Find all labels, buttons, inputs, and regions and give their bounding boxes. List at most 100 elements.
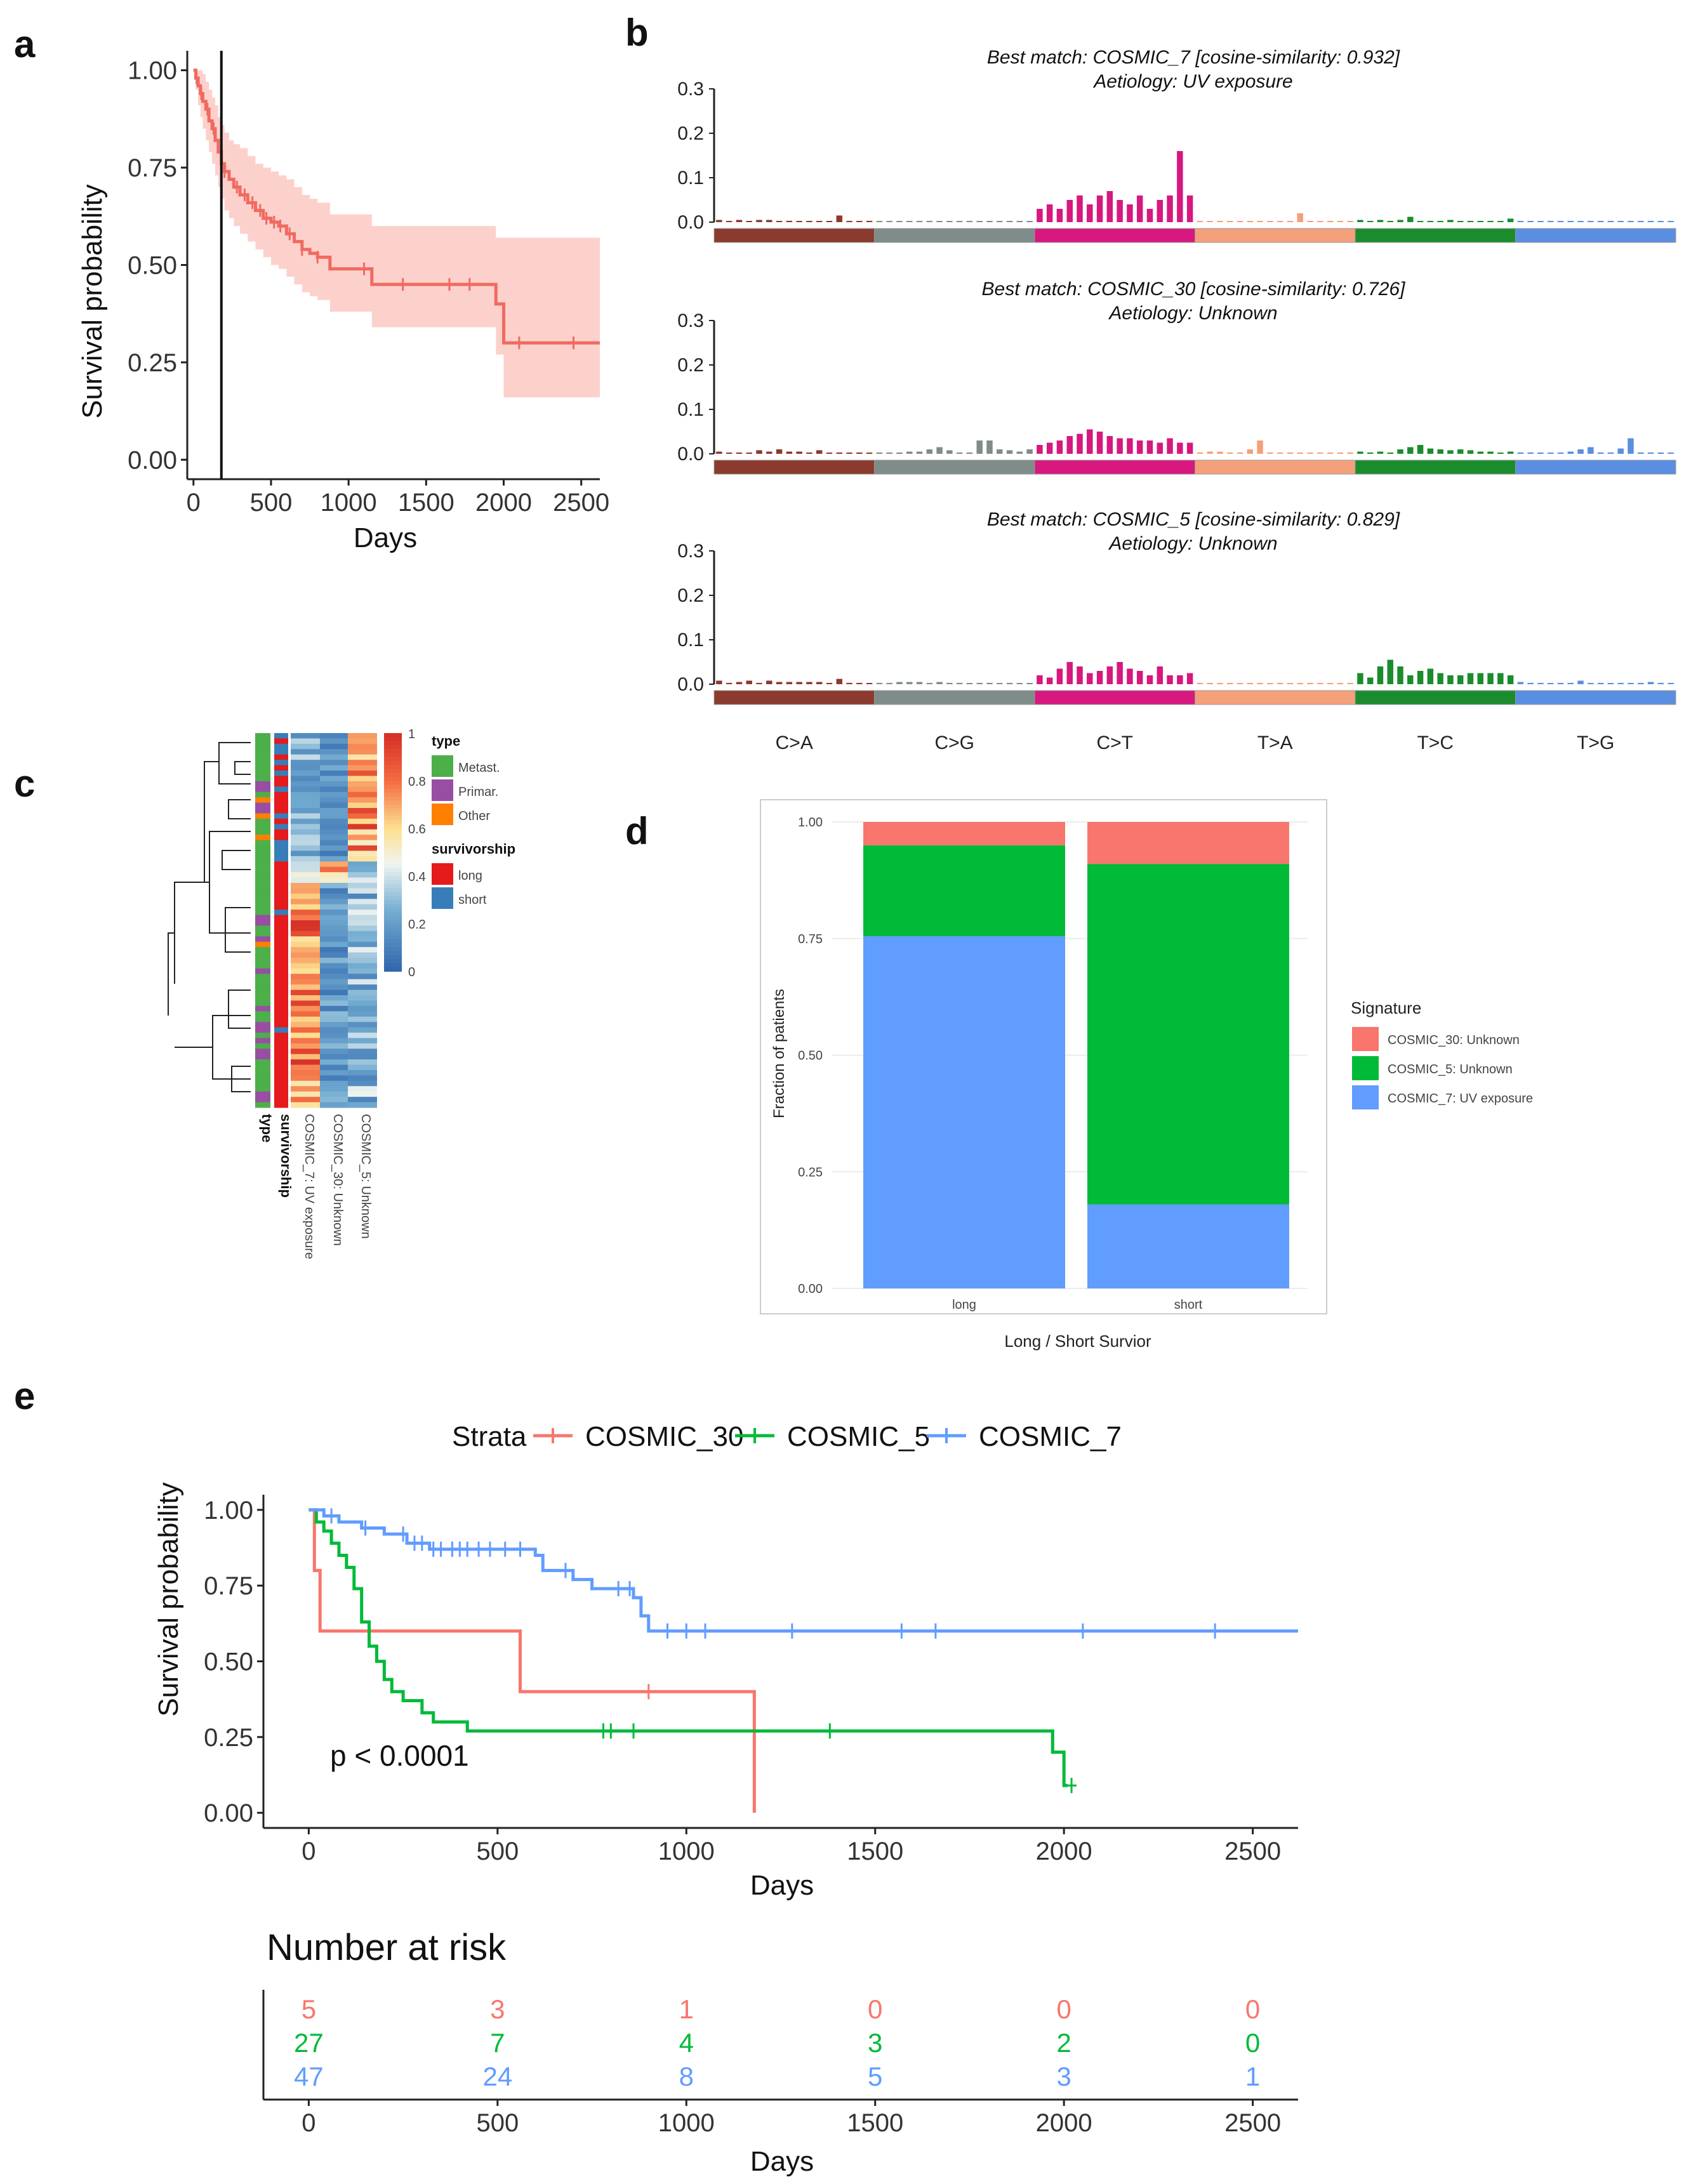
- survivorship-cell: [274, 958, 288, 963]
- survivorship-cell: [274, 893, 288, 899]
- risk-table-cell: 5: [868, 2062, 882, 2091]
- signature-bar: [1497, 673, 1504, 684]
- heatmap-cell: [348, 920, 377, 926]
- survivorship-cell: [274, 963, 288, 969]
- signature-title: Best match: COSMIC_5 [cosine-similarity:…: [987, 509, 1400, 530]
- heatmap-cell: [320, 813, 348, 819]
- signature-bar: [1387, 453, 1393, 454]
- heatmap-cell: [348, 989, 377, 996]
- signature-bar: [1617, 221, 1624, 222]
- risk-table-cell: 1: [1245, 2062, 1260, 2091]
- category-strip: [874, 690, 1035, 705]
- signature-bar: [1167, 675, 1173, 684]
- signature-bar: [716, 451, 722, 454]
- signature-bar: [1087, 429, 1093, 454]
- heatmap-cell: [320, 883, 348, 889]
- heatmap-cell: [348, 995, 377, 1001]
- risk-table-cell: 4: [679, 2028, 694, 2058]
- heatmap-cell: [348, 765, 377, 771]
- signature-bar: [1006, 450, 1013, 454]
- panel-label-c: c: [14, 762, 35, 805]
- signature-bar: [1577, 449, 1584, 454]
- heatmap-cell: [291, 925, 320, 932]
- censor-mark: [515, 1541, 526, 1557]
- stacked-bar-segment: [863, 845, 1065, 937]
- heatmap-cell: [348, 1054, 377, 1060]
- signature-bar: [886, 221, 892, 222]
- heatmap-cell: [291, 1038, 320, 1044]
- stacked-bar-segment: [1087, 864, 1289, 1205]
- signature-bar: [1367, 452, 1374, 454]
- heatmap-cell: [320, 1059, 348, 1066]
- signature-bar: [1497, 453, 1504, 454]
- survivorship-cell: [274, 1043, 288, 1049]
- signature-bar: [1517, 682, 1524, 684]
- signature-bar: [976, 440, 983, 454]
- heatmap-cell: [291, 802, 320, 809]
- colorbar-step: [384, 816, 402, 821]
- signature-bar: [1628, 682, 1634, 684]
- heatmap-cell: [320, 872, 348, 878]
- type-cell: [255, 1102, 270, 1108]
- signature-bar: [786, 451, 793, 454]
- heatmap-cell: [291, 979, 320, 985]
- category-strip: [713, 690, 875, 705]
- heatmap-cell: [320, 738, 348, 745]
- legend-swatch: [1352, 1027, 1379, 1051]
- signature-bar: [1297, 213, 1303, 222]
- signature-bar: [1557, 221, 1564, 222]
- x-tick-label: 0: [302, 1837, 315, 1865]
- type-cell: [255, 797, 270, 804]
- x-tick-label: 1000: [658, 1837, 715, 1865]
- survivorship-cell: [274, 952, 288, 958]
- heatmap-cell: [348, 1102, 377, 1108]
- type-cell: [255, 1059, 270, 1066]
- censor-mark: [1210, 1623, 1221, 1639]
- signature-bar: [756, 450, 762, 454]
- survivorship-cell: [274, 974, 288, 980]
- survivorship-cell: [274, 910, 288, 916]
- signature-bar: [1207, 221, 1213, 222]
- heatmap-cell: [291, 771, 320, 776]
- censor-mark: [625, 1580, 635, 1596]
- heatmap-cell: [291, 840, 320, 846]
- signature-bar: [736, 452, 743, 454]
- signature-bar: [1096, 432, 1103, 454]
- heatmap-cell: [348, 936, 377, 943]
- heatmap-cell: [348, 797, 377, 804]
- heatmap-cell: [348, 952, 377, 958]
- signature-bar: [1096, 195, 1103, 222]
- heatmap-cell: [320, 1033, 348, 1038]
- heatmap-cell: [348, 958, 377, 963]
- signature-bar: [1136, 195, 1143, 222]
- signature-bar: [1117, 662, 1123, 684]
- signature-bar: [1537, 682, 1544, 684]
- heatmap-cell: [291, 1027, 320, 1033]
- dendrogram: [168, 742, 251, 1092]
- signature-bar: [1066, 436, 1073, 454]
- heatmap-cell: [291, 915, 320, 921]
- colorbar-step: [384, 753, 402, 758]
- signature-bar: [1357, 673, 1363, 684]
- type-cell: [255, 754, 270, 760]
- signature-bar: [716, 680, 722, 684]
- risk-table-cell: 3: [490, 1994, 505, 2024]
- signature-bar: [786, 220, 793, 222]
- colorbar-step: [384, 840, 402, 845]
- signature-bar: [1638, 682, 1644, 684]
- y-tick-label: 0.1: [677, 168, 704, 189]
- survivorship-cell: [274, 845, 288, 851]
- signature-bar: [1668, 452, 1674, 454]
- survivorship-cell: [274, 781, 288, 787]
- signature-bar: [1317, 452, 1323, 454]
- signature-bar: [856, 682, 863, 684]
- type-cell: [255, 776, 270, 782]
- heatmap-cell: [291, 968, 320, 974]
- censor-mark: [662, 1623, 673, 1639]
- heatmap-cell: [348, 1033, 377, 1038]
- survivorship-cell: [274, 1022, 288, 1028]
- signature-bar: [1197, 452, 1204, 454]
- y-tick-label: 0.3: [677, 310, 704, 331]
- signature-bar: [1617, 448, 1624, 454]
- legend-swatch: [432, 804, 453, 825]
